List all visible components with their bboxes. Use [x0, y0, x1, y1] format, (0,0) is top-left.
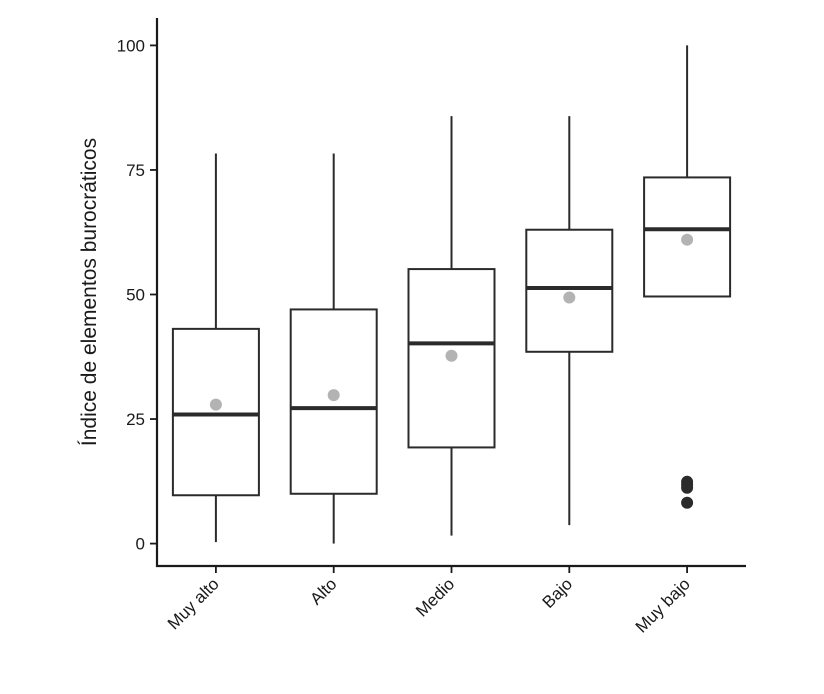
x-axis-ticks: Muy alto Alto Medio Bajo Muy bajo	[164, 566, 694, 637]
box-iqr	[525, 228, 614, 353]
mean-point	[681, 233, 694, 246]
mean-point	[445, 349, 458, 362]
y-tick-label: 0	[136, 535, 145, 554]
box-group	[171, 153, 260, 543]
box-group	[289, 153, 378, 544]
y-tick-label: 75	[126, 161, 145, 180]
y-tick-label: 100	[117, 36, 145, 55]
mean-point	[327, 389, 340, 402]
x-tick-label: Medio	[412, 574, 458, 620]
box-group	[407, 116, 496, 536]
y-axis-ticks: 0 25 50 75 100	[117, 36, 157, 554]
y-tick-label: 50	[126, 285, 145, 304]
mean-point	[209, 398, 222, 411]
x-tick-label: Muy bajo	[632, 574, 694, 636]
x-tick-label: Alto	[306, 574, 340, 608]
box-iqr	[171, 327, 260, 497]
x-tick-label: Bajo	[539, 574, 576, 611]
y-axis-title: Índice de elementos burocráticos	[78, 138, 101, 446]
outlier-point	[681, 481, 694, 494]
box-group	[525, 116, 614, 526]
box-iqr	[289, 308, 378, 495]
boxplot-series	[171, 45, 732, 544]
y-tick-label: 25	[126, 410, 145, 429]
mean-point	[563, 291, 576, 304]
box-group	[643, 45, 732, 509]
x-tick-label: Muy alto	[164, 574, 223, 633]
outlier-point	[681, 496, 694, 509]
